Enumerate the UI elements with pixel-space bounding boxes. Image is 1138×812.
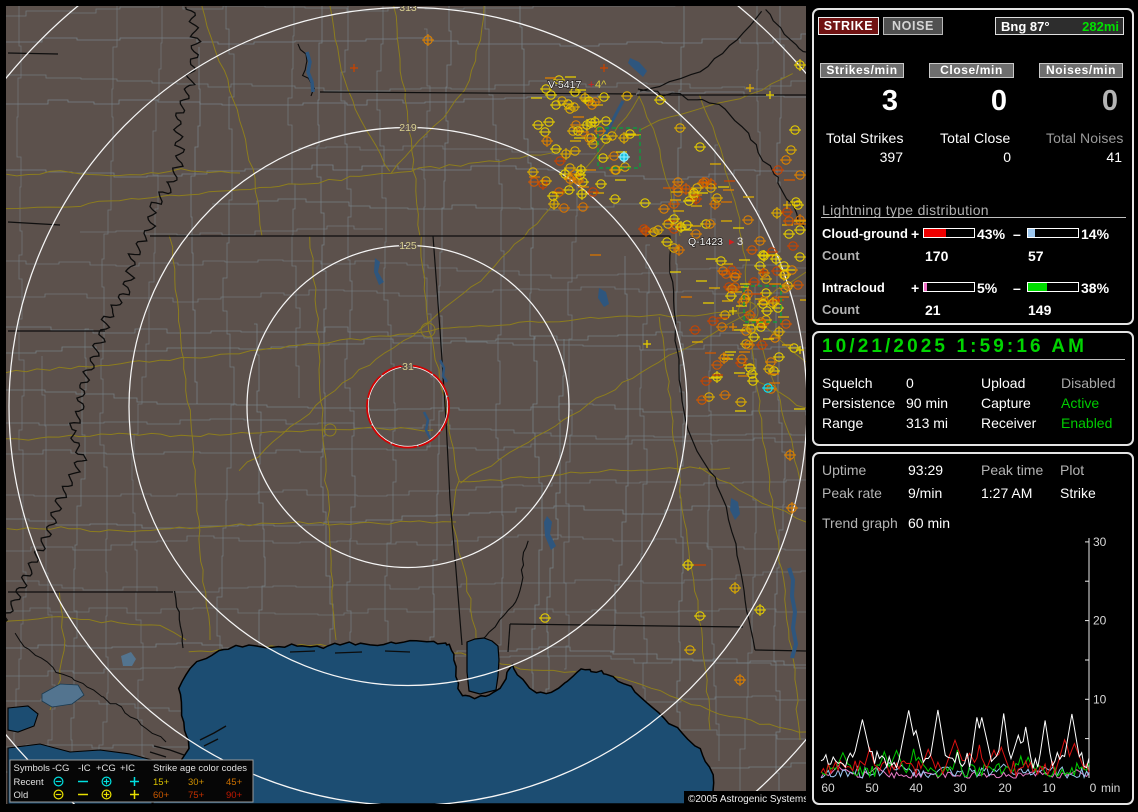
svg-text:Strike age color codes: Strike age color codes (153, 763, 247, 774)
svg-text:+IC: +IC (120, 763, 135, 774)
svg-text:-CG: -CG (52, 763, 69, 774)
svg-text:15+: 15+ (153, 777, 170, 788)
svg-text:10: 10 (1093, 692, 1107, 706)
svg-text:60: 60 (821, 781, 835, 795)
svg-text:+: + (588, 79, 594, 91)
svg-text:-IC: -IC (78, 763, 91, 774)
svg-text:©2005 Astrogenic Systems: ©2005 Astrogenic Systems (688, 794, 806, 804)
svg-text:20: 20 (1093, 614, 1107, 628)
svg-text:min: min (1101, 781, 1120, 795)
svg-text:Q-1423: Q-1423 (688, 236, 723, 248)
svg-text:45+: 45+ (226, 777, 243, 788)
svg-text:31: 31 (402, 361, 414, 373)
svg-text:0: 0 (1090, 781, 1097, 795)
svg-text:Symbols: Symbols (14, 763, 51, 774)
svg-text:125: 125 (399, 240, 417, 252)
svg-text:V-5417: V-5417 (548, 79, 581, 91)
svg-text:+CG: +CG (96, 763, 116, 774)
svg-text:90+: 90+ (226, 790, 243, 801)
svg-text:75+: 75+ (188, 790, 205, 801)
svg-text:40: 40 (909, 781, 923, 795)
svg-text:10: 10 (1042, 781, 1056, 795)
svg-text:30: 30 (1093, 535, 1107, 549)
svg-text:Old: Old (14, 790, 29, 801)
svg-text:60+: 60+ (153, 790, 170, 801)
svg-text:Recent: Recent (14, 777, 44, 788)
svg-text:▸: ▸ (729, 236, 735, 248)
svg-text:30+: 30+ (188, 777, 205, 788)
svg-text:50: 50 (865, 781, 879, 795)
svg-text:20: 20 (998, 781, 1012, 795)
svg-text:219: 219 (399, 122, 417, 134)
svg-text:313: 313 (399, 6, 417, 14)
svg-text:4^: 4^ (595, 79, 607, 91)
svg-text:3: 3 (737, 236, 743, 248)
svg-text:30: 30 (953, 781, 967, 795)
